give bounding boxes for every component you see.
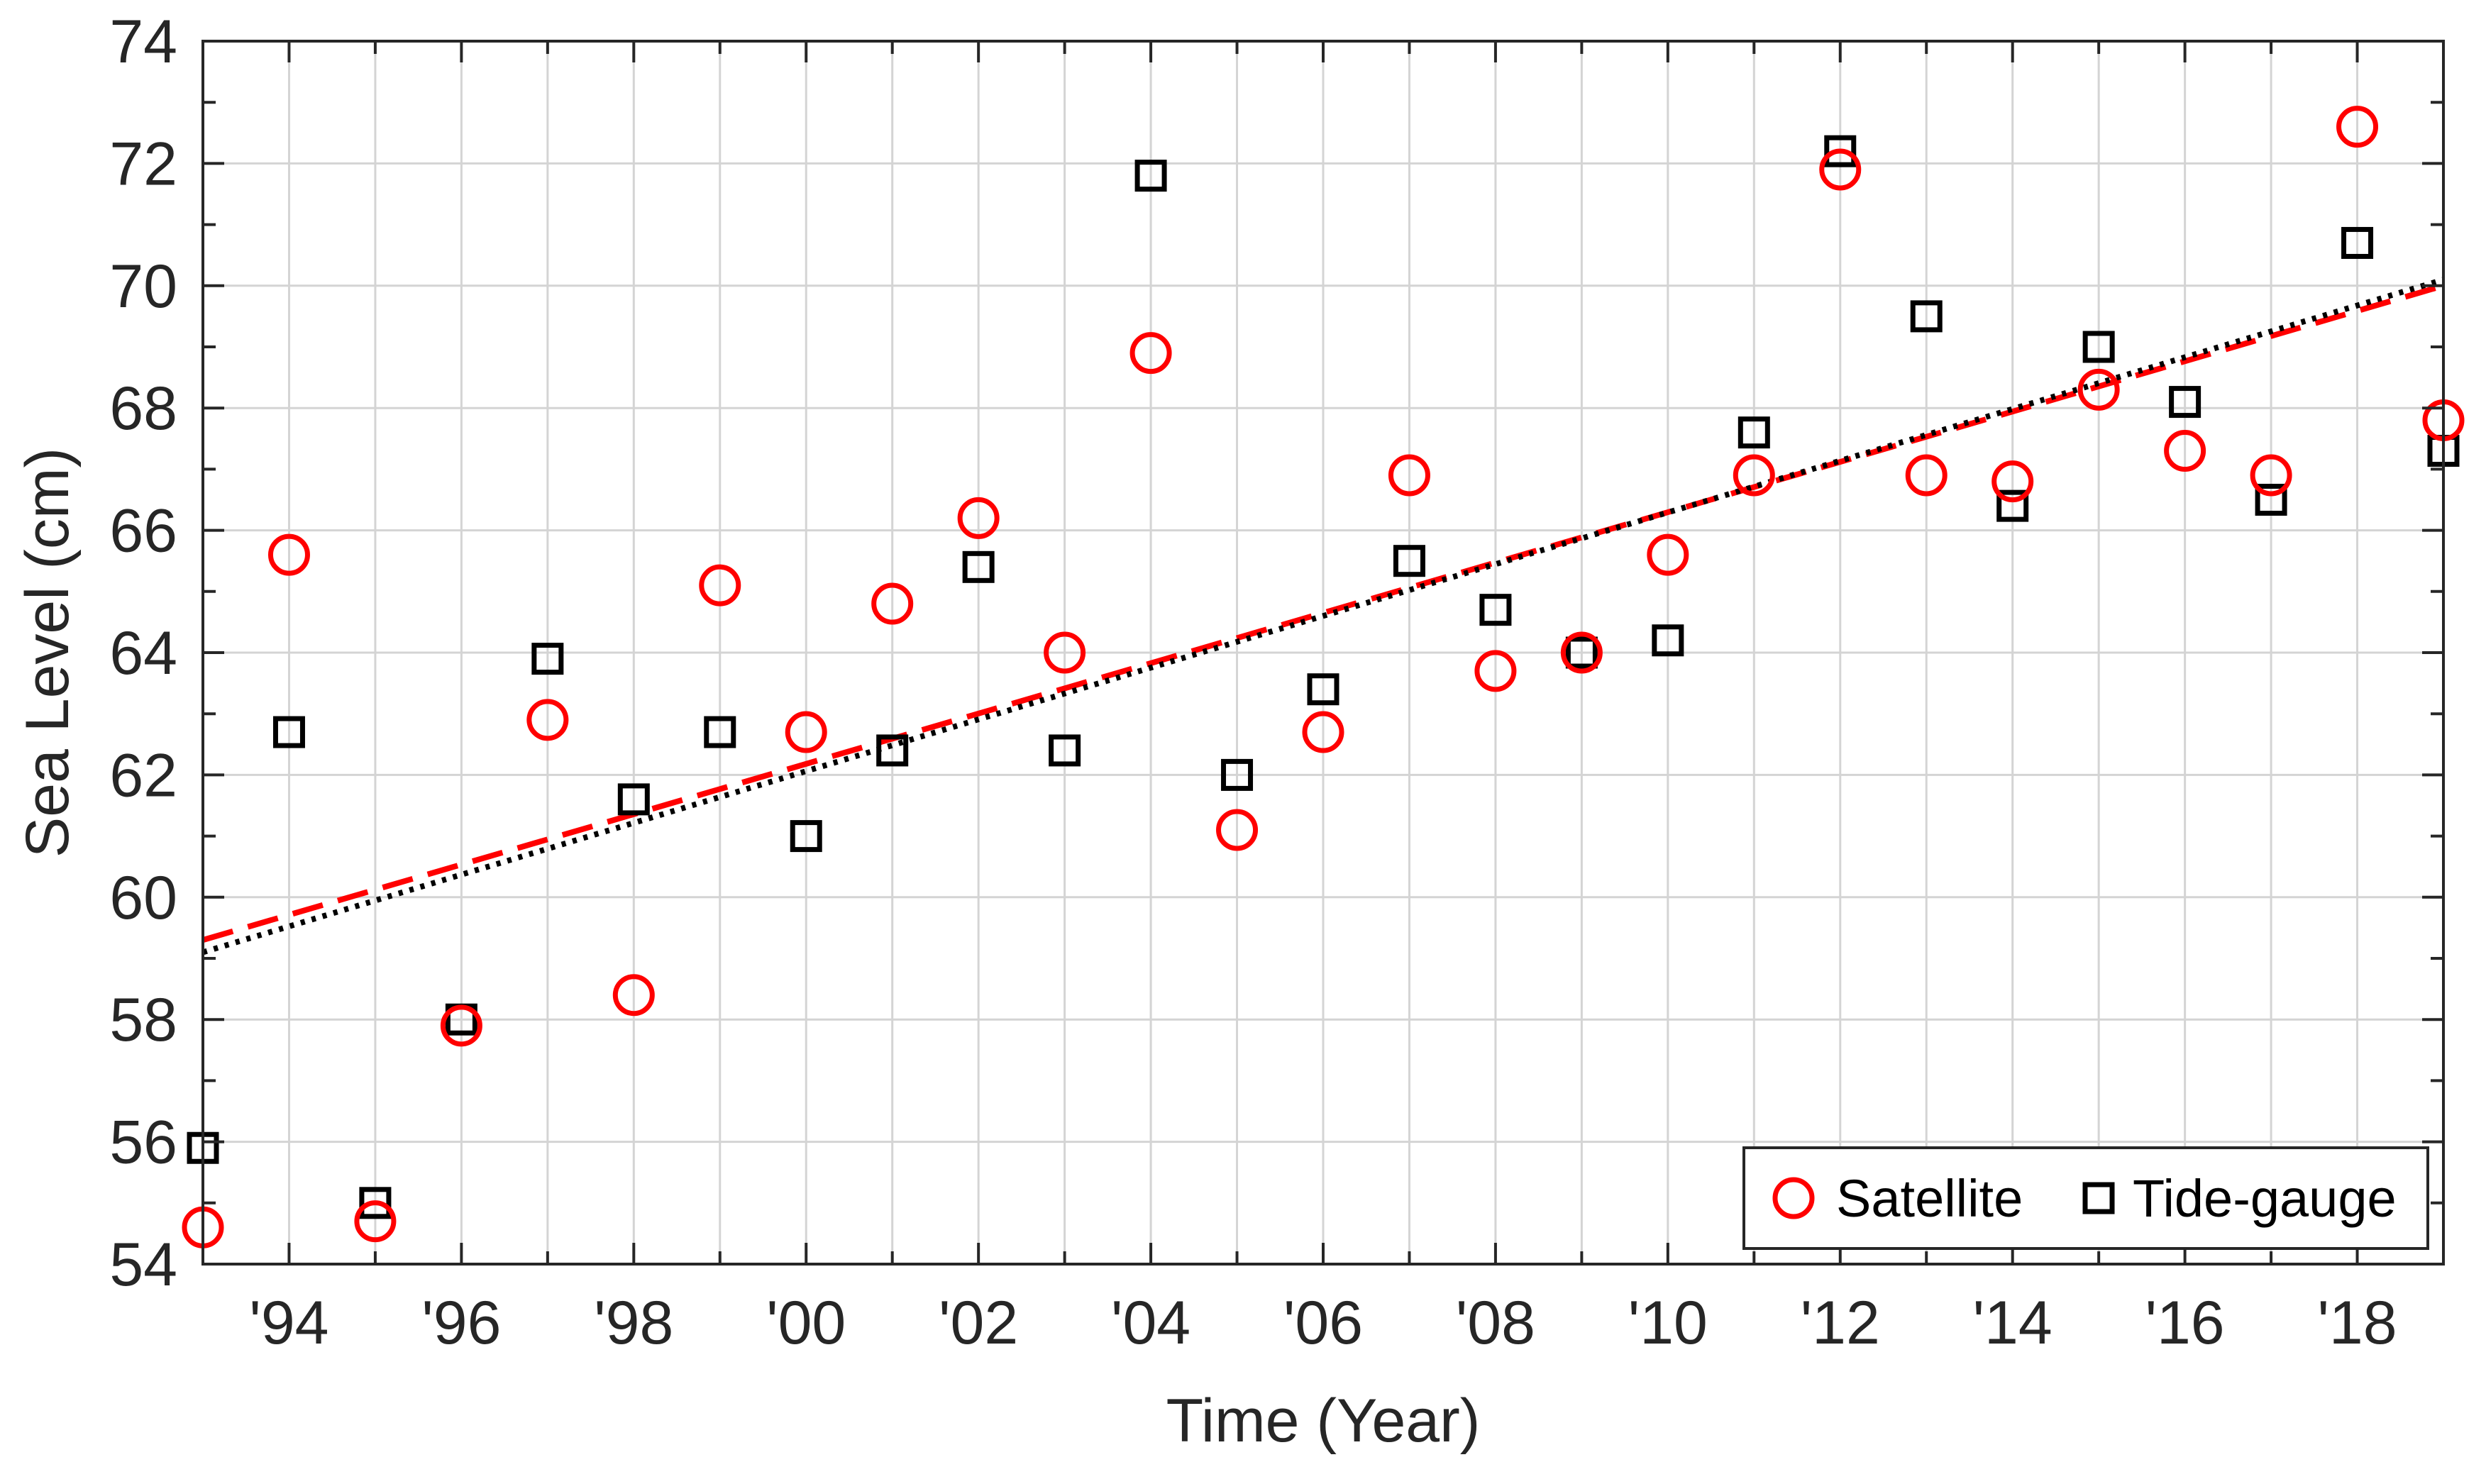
tide-gauge-point (790, 820, 822, 853)
y-tick-label: 68 (109, 375, 177, 443)
x-tick-label: '02 (939, 1289, 1018, 1357)
satellite-point (1905, 454, 1948, 497)
tide-gauge-point (876, 734, 909, 767)
legend-tide-gauge-marker (2082, 1182, 2115, 1214)
tide-gauge-point (1221, 758, 1254, 791)
axis-ticks (201, 40, 2445, 1266)
satellite-point (440, 1004, 482, 1047)
tide-gauge-point (272, 716, 305, 748)
x-tick-label: '14 (1973, 1289, 2053, 1357)
tide-gauge-point (1565, 636, 1598, 669)
x-tick-label: '10 (1628, 1289, 1708, 1357)
x-tick-label: '04 (1111, 1289, 1190, 1357)
data-markers (182, 106, 2465, 1248)
legend-satellite-marker (1772, 1177, 1815, 1219)
y-tick-label: 66 (109, 497, 177, 565)
y-tick-label: 70 (109, 253, 177, 321)
satellite-point (1388, 454, 1430, 497)
satellite-point (2077, 368, 2120, 411)
x-tick-label: '12 (1801, 1289, 1880, 1357)
x-tick-label: '06 (1283, 1289, 1363, 1357)
x-tick-label: '96 (421, 1289, 501, 1357)
tick-labels: '94 '96 '98 '00 '02 '04 '06 '08 '10 '12 '14 '16 '18 5… (109, 8, 2397, 1357)
tide-gauge-point (1393, 545, 1425, 577)
satellite-point (1129, 332, 1172, 375)
tide-gauge-point (704, 716, 736, 748)
satellite-point (1647, 533, 1689, 576)
tide-gauge-trend-line (201, 277, 2445, 956)
satellite-point (354, 1200, 397, 1243)
tide-gauge-point (962, 550, 995, 583)
tide-gauge-point (1824, 135, 1857, 167)
satellite-point (612, 974, 655, 1017)
satellite-point (2336, 106, 2379, 148)
satellite-trend-line (201, 282, 2445, 943)
y-tick-label: 64 (109, 619, 177, 687)
tide-gauge-point (1049, 734, 1081, 767)
x-tick-label: '00 (766, 1289, 846, 1357)
grid-lines (203, 41, 2443, 1264)
satellite-point (1819, 148, 1862, 191)
tide-gauge-point (359, 1187, 392, 1219)
tide-gauge-point (1996, 489, 2029, 522)
y-tick-label: 74 (109, 8, 177, 76)
tide-gauge-point (1307, 673, 1339, 706)
legend: Satellite Tide-gauge (1742, 1146, 2429, 1250)
tide-gauge-point (1738, 416, 1770, 449)
satellite-point (1733, 454, 1775, 497)
tide-gauge-point (531, 643, 564, 675)
tide-gauge-point (617, 783, 650, 816)
satellite-point (957, 497, 1000, 539)
satellite-point (267, 533, 310, 576)
x-tick-label: '18 (2317, 1289, 2397, 1357)
y-tick-label: 54 (109, 1231, 177, 1299)
tide-gauge-point (1910, 300, 1943, 333)
trend-lines (201, 277, 2445, 956)
tide-gauge-point (2082, 331, 2115, 363)
y-axis-title: Sea Level (cm) (13, 448, 82, 858)
y-tick-label: 72 (109, 130, 177, 198)
satellite-point (785, 711, 827, 753)
y-tick-label: 62 (109, 741, 177, 809)
x-tick-label: '94 (249, 1289, 328, 1357)
satellite-point (1991, 460, 2034, 503)
satellite-point (1560, 631, 1603, 674)
x-axis-title: Time (Year) (1166, 1387, 1481, 1455)
satellite-point (1216, 809, 1259, 851)
satellite-point (1474, 650, 1517, 692)
y-tick-label: 56 (109, 1109, 177, 1177)
satellite-point (871, 582, 914, 625)
tide-gauge-point (1479, 594, 1512, 626)
satellite-point (1044, 631, 1086, 674)
x-tick-label: '16 (2145, 1289, 2225, 1357)
satellite-point (2250, 454, 2292, 497)
y-tick-label: 58 (109, 986, 177, 1054)
legend-tide-gauge-label: Tide-gauge (2133, 1169, 2397, 1228)
satellite-point (526, 699, 569, 741)
tide-gauge-point (1652, 624, 1684, 657)
legend-box (1742, 1146, 2429, 1250)
satellite-point (699, 564, 741, 607)
satellite-point (2164, 430, 2206, 472)
x-tick-label: '98 (594, 1289, 673, 1357)
tide-gauge-point (2255, 484, 2287, 516)
tide-gauge-point (1134, 160, 1167, 192)
y-tick-label: 60 (109, 864, 177, 932)
legend-satellite-label: Satellite (1836, 1169, 2023, 1228)
tide-gauge-point (2341, 226, 2374, 259)
x-tick-label: '08 (1456, 1289, 1535, 1357)
satellite-point (1302, 711, 1344, 753)
tide-gauge-point (2169, 386, 2202, 419)
